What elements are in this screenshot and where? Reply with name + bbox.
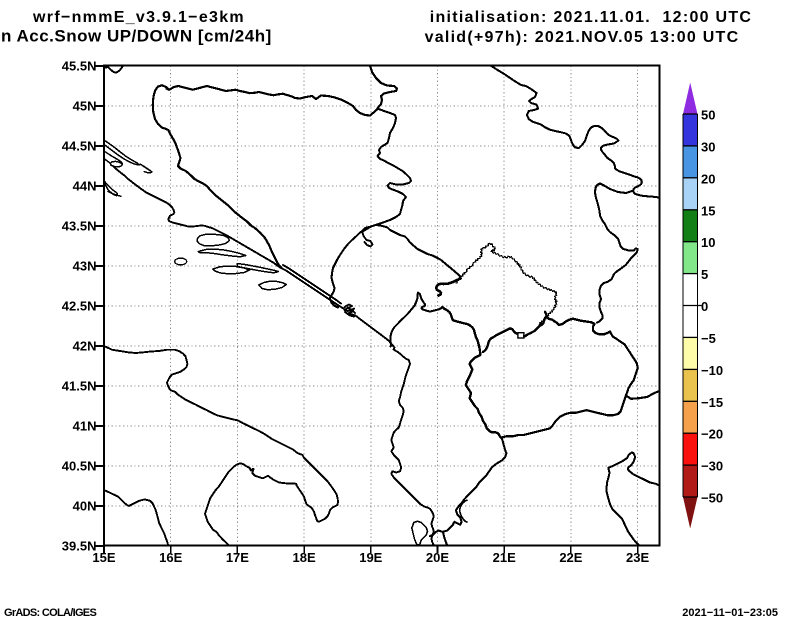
svg-text:0: 0 [701, 299, 708, 314]
svg-text:44N: 44N [73, 179, 97, 194]
svg-text:42N: 42N [73, 339, 97, 354]
svg-text:19E: 19E [359, 550, 382, 565]
svg-text:5: 5 [701, 267, 708, 282]
svg-text:wrf−nmmE_v3.9.1−e3km: wrf−nmmE_v3.9.1−e3km [32, 9, 245, 26]
svg-text:−30: −30 [701, 459, 723, 474]
svg-text:41.5N: 41.5N [62, 379, 97, 394]
svg-text:20E: 20E [426, 550, 449, 565]
svg-text:15: 15 [701, 203, 715, 218]
svg-text:17E: 17E [226, 550, 249, 565]
svg-text:45N: 45N [73, 99, 97, 114]
svg-text:−10: −10 [701, 363, 723, 378]
svg-text:16E: 16E [159, 550, 182, 565]
svg-text:−50: −50 [701, 491, 723, 506]
svg-text:42.5N: 42.5N [62, 299, 97, 314]
svg-text:41N: 41N [73, 419, 97, 434]
svg-text:30: 30 [701, 139, 715, 154]
svg-text:15E: 15E [92, 550, 115, 565]
svg-text:18E: 18E [293, 550, 316, 565]
svg-text:n Acc.Snow UP/DOWN [cm/24h]: n Acc.Snow UP/DOWN [cm/24h] [1, 26, 272, 45]
svg-text:−20: −20 [701, 427, 723, 442]
svg-text:−15: −15 [701, 395, 723, 410]
svg-text:40.5N: 40.5N [62, 459, 97, 474]
svg-text:valid(+97h): 2021.NOV.05 13:00: valid(+97h): 2021.NOV.05 13:00 UTC [425, 29, 740, 46]
svg-text:23E: 23E [626, 550, 649, 565]
svg-text:21E: 21E [493, 550, 516, 565]
svg-text:40N: 40N [73, 499, 97, 514]
svg-text:50: 50 [701, 108, 715, 123]
svg-text:GrADS: COLA/IGES: GrADS: COLA/IGES [4, 607, 96, 618]
svg-text:initialisation: 2021.11.01. 1: initialisation: 2021.11.01. 12:00 UTC [430, 9, 753, 26]
svg-text:20: 20 [701, 171, 715, 186]
svg-text:39.5N: 39.5N [62, 539, 97, 554]
svg-text:43.5N: 43.5N [62, 219, 97, 234]
svg-text:2021−11−01−23:05: 2021−11−01−23:05 [682, 607, 778, 618]
svg-text:22E: 22E [559, 550, 582, 565]
svg-text:43N: 43N [73, 259, 97, 274]
svg-text:44.5N: 44.5N [62, 139, 97, 154]
svg-text:45.5N: 45.5N [62, 59, 97, 74]
svg-text:−5: −5 [701, 331, 716, 346]
svg-text:10: 10 [701, 235, 715, 250]
